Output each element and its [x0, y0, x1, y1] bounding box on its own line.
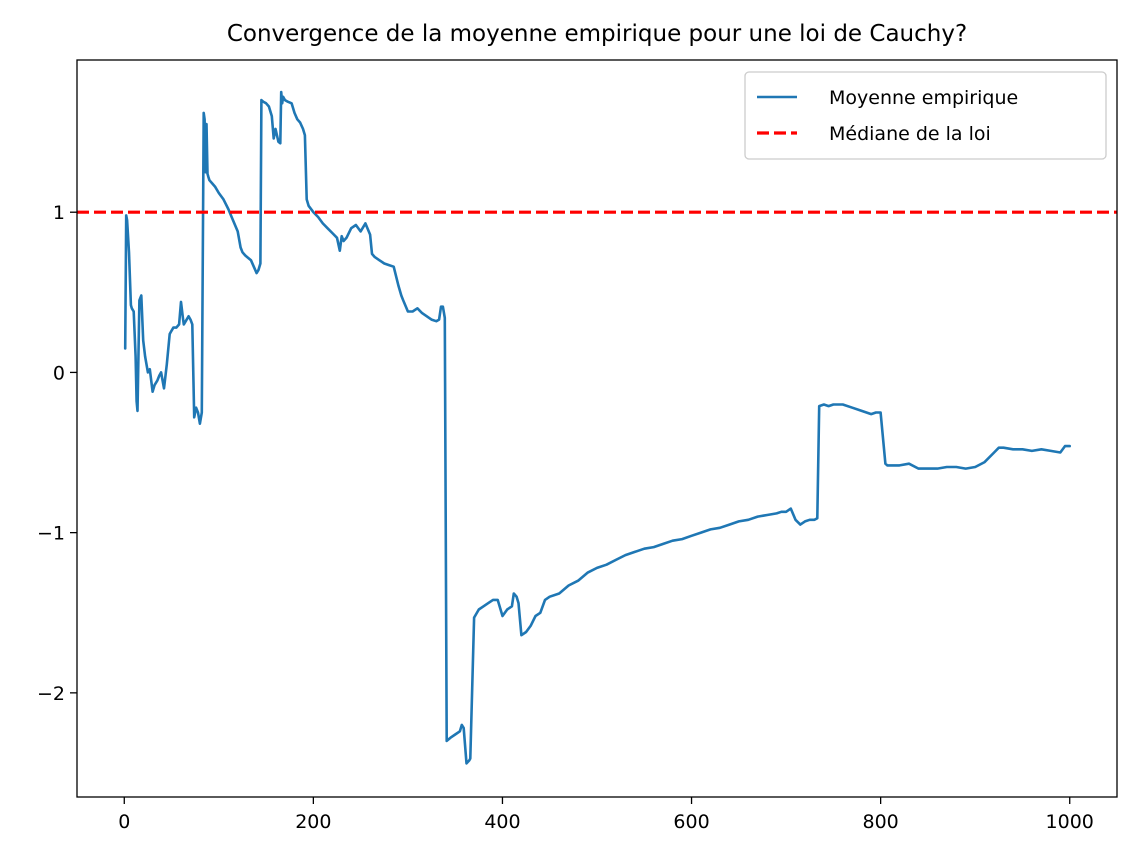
legend-box — [744, 71, 1107, 160]
x-tick-label: 600 — [673, 811, 709, 833]
x-tick-label: 1000 — [1046, 811, 1094, 833]
plot-area — [77, 90, 1117, 765]
x-tick-label: 400 — [484, 811, 520, 833]
y-tick-label: 0 — [53, 362, 65, 384]
x-tick-label: 200 — [295, 811, 331, 833]
legend-label-1: Médiane de la loi — [829, 123, 991, 145]
y-tick-label: 1 — [53, 202, 65, 224]
series-line-0 — [123, 90, 1071, 765]
legend: Moyenne empirique Médiane de la loi — [744, 71, 1107, 160]
plot-frame — [76, 59, 1118, 798]
y-tick-label: −2 — [37, 683, 65, 705]
x-axis: 0 200 400 600 800 1000 — [118, 797, 1094, 833]
x-tick-label: 0 — [118, 811, 130, 833]
x-tick-label: 800 — [863, 811, 899, 833]
y-tick-label: −1 — [37, 523, 65, 545]
chart-title: Convergence de la moyenne empirique pour… — [227, 21, 967, 47]
y-axis: −2 −1 0 1 — [37, 202, 77, 705]
legend-label-0: Moyenne empirique — [829, 87, 1018, 109]
